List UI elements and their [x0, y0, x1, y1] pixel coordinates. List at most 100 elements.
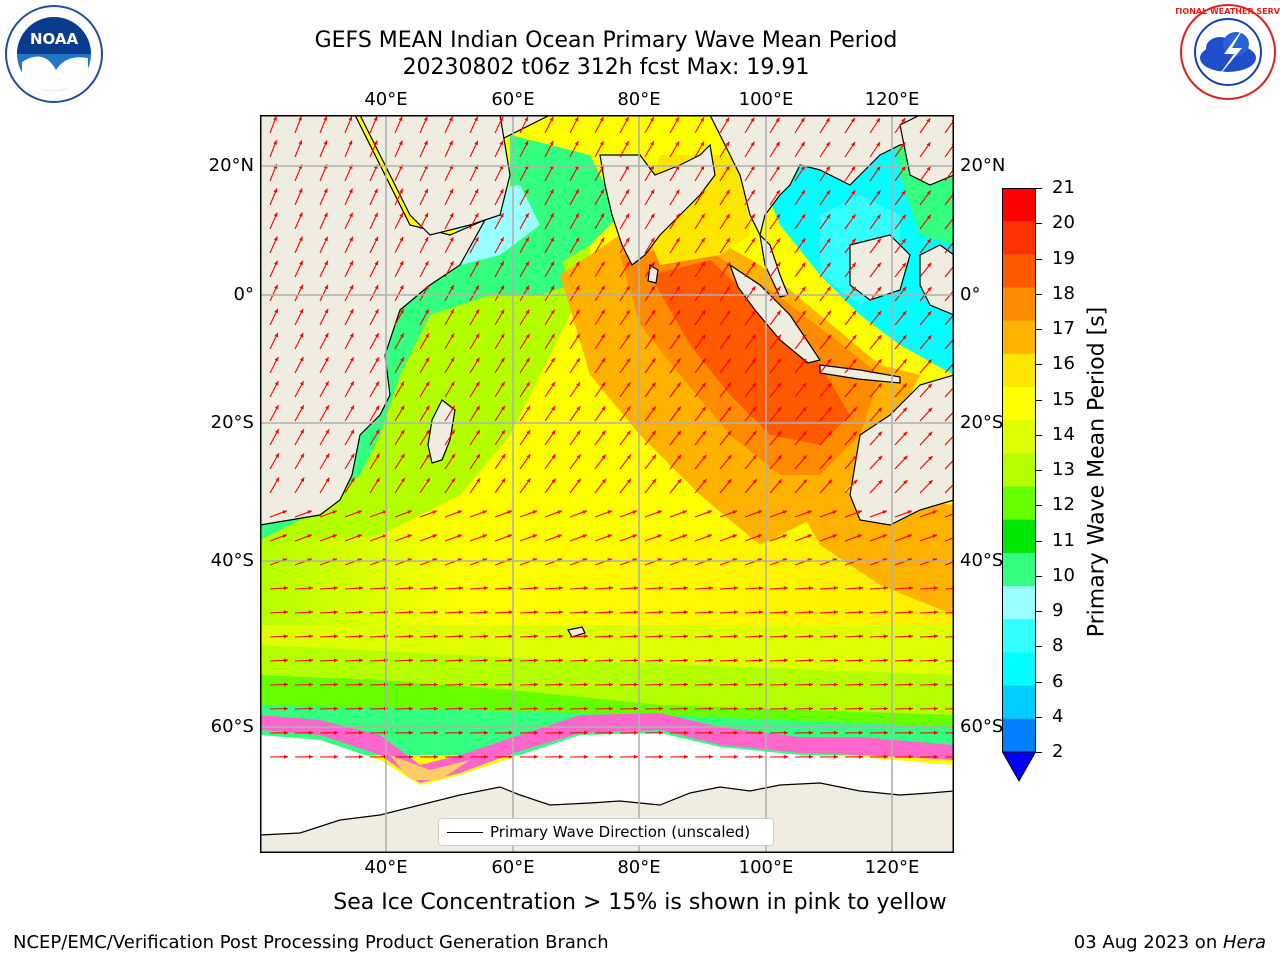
- wave-arrow-head: [827, 431, 832, 436]
- wave-arrow-head: [758, 610, 763, 615]
- wave-arrow-head: [733, 610, 738, 615]
- wave-arrow: [944, 458, 954, 470]
- wave-arrow-head: [373, 140, 378, 145]
- wave-arrow-head: [358, 730, 363, 735]
- wave-arrow-head: [500, 285, 504, 290]
- wave-arrow-head: [325, 381, 329, 386]
- wave-arrow-head: [677, 454, 682, 460]
- colorbar-tick-label: 2: [1052, 741, 1064, 762]
- wave-arrow-head: [349, 236, 353, 242]
- lat-tick-right: 20°N: [960, 155, 1006, 176]
- wave-arrow-head: [525, 333, 530, 339]
- wave-arrow-head: [576, 406, 581, 411]
- wave-arrow-head: [751, 310, 756, 315]
- wave-arrow-head: [800, 141, 805, 147]
- wave-arrow-head: [876, 190, 881, 195]
- wave-arrow-head: [776, 286, 781, 291]
- wave-arrow-head: [632, 534, 637, 539]
- wave-arrow-head: [499, 189, 504, 194]
- wave-arrow-head: [601, 382, 606, 387]
- wave-arrow-head: [651, 430, 656, 435]
- wave-arrow-head: [308, 658, 313, 663]
- wave-arrow-head: [783, 634, 788, 639]
- wave-arrow-head: [608, 682, 613, 687]
- colorbar-tick-mark: [1036, 188, 1042, 189]
- wave-arrow-head: [827, 455, 832, 460]
- wave-arrow-head: [908, 730, 913, 735]
- wave-arrow-head: [299, 284, 303, 290]
- wave-arrow-head: [733, 586, 738, 590]
- lat-lon-grid: [260, 115, 954, 853]
- wave-arrow-head: [733, 730, 738, 735]
- wave-arrow-head: [425, 405, 430, 411]
- wave-arrow-head: [650, 189, 655, 194]
- wave-arrow-head: [400, 381, 405, 386]
- wave-arrow-head: [400, 405, 405, 410]
- wave-arrow-head: [551, 430, 556, 435]
- wave-arrow-head: [726, 310, 731, 315]
- wave-arrow-head: [332, 510, 337, 515]
- wave-arrow-head: [283, 682, 288, 687]
- wave-arrow-head: [574, 141, 579, 146]
- wave-arrow-head: [458, 730, 463, 735]
- wave-arrow-head: [557, 534, 562, 539]
- wave-arrow: [944, 708, 954, 710]
- wave-arrow-head: [883, 754, 888, 759]
- wave-arrow-head: [708, 706, 713, 711]
- noaa-logo-icon: NOAA: [5, 5, 103, 103]
- colorbar-segment: [1002, 619, 1036, 653]
- wave-arrow-head: [657, 510, 662, 515]
- wave-arrow-head: [600, 309, 605, 315]
- wave-arrow-head: [777, 479, 782, 484]
- wave-arrow-head: [752, 479, 757, 484]
- wave-arrow-head: [558, 610, 563, 615]
- wave-arrow-head: [802, 407, 807, 412]
- lon-tick-bottom: 100°E: [738, 857, 794, 878]
- wave-arrow-head: [483, 634, 488, 639]
- wave-arrow-head: [808, 682, 813, 687]
- wave-arrow-head: [350, 477, 355, 483]
- wave-arrow-head: [928, 456, 933, 461]
- wave-arrow-head: [883, 610, 888, 615]
- wave-arrow-head: [575, 285, 580, 291]
- wave-arrow-head: [851, 262, 856, 267]
- wave-arrow-head: [877, 383, 882, 388]
- wave-arrow-head: [652, 478, 657, 484]
- wave-arrow-head: [358, 610, 363, 615]
- wave-arrow-head: [432, 534, 437, 539]
- wave-arrow-head: [449, 188, 453, 194]
- wave-arrow-head: [801, 214, 806, 219]
- wave-arrow-head: [599, 117, 604, 122]
- wave-arrow: [944, 660, 954, 662]
- wave-arrow-head: [374, 285, 379, 290]
- wave-arrow-head: [851, 286, 856, 292]
- wave-arrow-head: [508, 586, 513, 590]
- wave-arrow-head: [451, 478, 456, 483]
- wave-arrow-head: [374, 188, 378, 194]
- lat-tick-left: 40°S: [210, 550, 254, 571]
- wave-arrow-head: [483, 706, 488, 711]
- wave-arrow-head: [408, 754, 413, 759]
- wave-arrow-head: [400, 453, 405, 459]
- wave-arrow-head: [425, 453, 430, 459]
- wave-arrow-head: [852, 359, 857, 364]
- wave-arrow-head: [476, 454, 480, 459]
- wave-arrow-head: [651, 334, 656, 339]
- wave-arrow-head: [908, 754, 913, 759]
- wave-arrow-head: [833, 706, 838, 711]
- wave-arrow-head: [833, 682, 838, 687]
- colorbar-segment: [1002, 387, 1036, 421]
- wave-arrow-head: [575, 213, 579, 218]
- lat-tick-right: 40°S: [960, 550, 1004, 571]
- wave-arrow-head: [808, 634, 813, 639]
- wave-arrow-head: [858, 586, 863, 590]
- wave-arrow-head: [608, 730, 613, 735]
- wave-arrow-head: [449, 116, 453, 122]
- wave-arrow-head: [726, 238, 730, 243]
- wave-arrow-head: [852, 383, 857, 388]
- wave-arrow-head: [752, 382, 757, 388]
- wave-arrow-head: [457, 510, 462, 515]
- wave-arrow-head: [399, 236, 403, 242]
- colorbar-segment: [1002, 353, 1036, 388]
- wave-arrow-head: [333, 658, 338, 663]
